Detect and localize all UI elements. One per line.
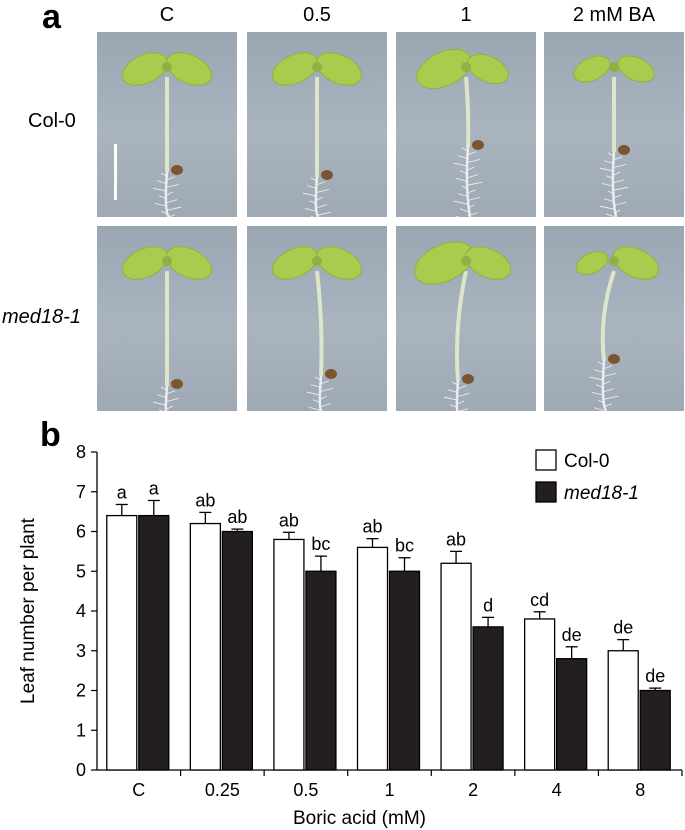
y-tick-label: 1 [76,720,86,740]
significance-letter: ab [362,517,382,537]
x-axis-label: Boric acid (mM) [293,808,426,829]
x-tick-label: 0.5 [293,780,318,800]
seedling-photo-col-0-3 [544,32,684,217]
significance-letter: ab [446,529,466,549]
x-tick-label: 1 [384,780,394,800]
bar-med18-1 [388,570,421,771]
legend-label: med18-1 [564,483,639,504]
x-tick-label: 0.25 [205,780,240,800]
legend-swatch [535,449,557,471]
x-tick-label: 8 [635,780,645,800]
legend-label: Col-0 [564,451,609,472]
x-tick-label: C [132,780,145,800]
significance-letter: d [483,595,493,615]
x-tick-label: 2 [468,780,478,800]
column-header-2mm-ba: 2 mM BA [572,4,656,26]
y-tick-label: 2 [76,681,86,701]
row-label-med18-1: med18-1 [2,306,81,328]
bar-med18-1 [305,570,337,771]
seedling-photo-col-0-2 [396,32,536,217]
y-tick-label: 8 [76,442,86,462]
bar-med18-1 [555,658,588,771]
seedling-photo-med18-1-2 [396,226,536,411]
bar-med18-1 [221,530,254,771]
significance-letter: de [613,618,633,638]
significance-letter: a [149,478,160,498]
bar-med18-1 [138,514,170,771]
panel-b-letter: b [40,416,61,454]
bar-med18-1 [639,689,671,771]
y-tick-label: 5 [76,561,86,581]
y-tick-label: 7 [76,482,86,502]
bar-col-0 [356,546,389,771]
y-tick-label: 4 [76,601,86,621]
significance-letter: ab [279,510,299,530]
significance-letter: cd [530,590,549,610]
significance-letter: de [562,625,582,645]
bar-col-0 [189,522,222,771]
significance-letter: ab [227,507,247,527]
legend-swatch [535,481,557,503]
bar-col-0 [273,538,305,771]
significance-letter: bc [395,536,414,556]
bar-col-0 [607,650,639,771]
x-tick-label: 4 [552,780,562,800]
significance-letter: de [645,666,665,686]
seedling-photo-med18-1-1 [247,226,387,411]
significance-letter: ab [195,490,215,510]
y-tick-label: 3 [76,641,86,661]
seedling-photo-med18-1-0 [97,226,237,411]
seedling-photo-col-0-0 [97,32,237,217]
y-tick-label: 6 [76,522,86,542]
bar-col-0 [440,562,472,771]
column-header-control: C [159,4,175,26]
y-tick-label: 0 [76,760,86,780]
significance-letter: bc [311,534,330,554]
bar-col-0 [523,618,556,771]
significance-letter: a [117,482,128,502]
column-header-0.5: 0.5 [303,4,331,26]
bar-col-0 [106,514,138,771]
column-header-1: 1 [460,4,472,26]
y-axis-label: Leaf number per plant [18,517,39,704]
seedling-photo-col-0-1 [247,32,387,217]
scale-bar [114,144,117,200]
row-label-col-0: Col-0 [28,110,76,132]
panel-a-letter: a [42,0,61,36]
seedling-photo-med18-1-3 [544,226,684,411]
bar-med18-1 [472,626,504,771]
